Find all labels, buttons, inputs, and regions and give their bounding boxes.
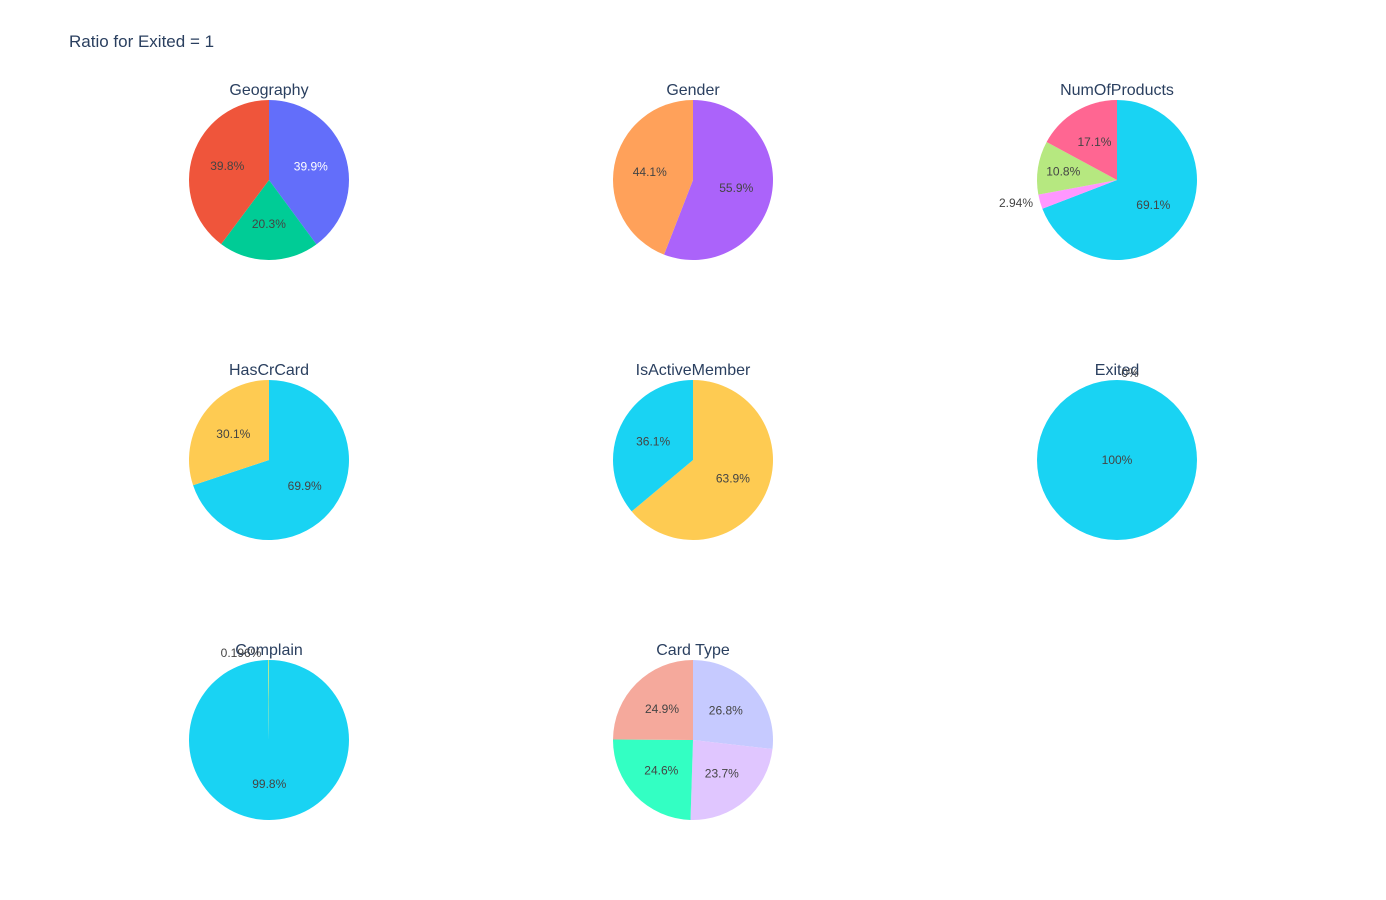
pie-title-gender: Gender xyxy=(666,82,720,99)
pie-slice-label: 99.8% xyxy=(252,777,286,791)
pie-slice-label: 30.1% xyxy=(216,427,250,441)
pie-title-numofproducts: NumOfProducts xyxy=(1060,82,1174,99)
pie-slice[interactable] xyxy=(1037,380,1197,540)
pie-slice-label: 100% xyxy=(1102,453,1133,467)
pie-slice[interactable] xyxy=(269,100,350,245)
pie-slice[interactable] xyxy=(188,660,349,820)
pie-slice[interactable] xyxy=(613,660,693,740)
pie-title-hascrcard: HasCrCard xyxy=(229,362,309,379)
pie-slice-label: 24.6% xyxy=(644,764,678,778)
pie-slice[interactable] xyxy=(188,380,269,486)
pie-slice[interactable] xyxy=(613,380,693,512)
pie-slice[interactable] xyxy=(693,660,774,750)
pie-slice-label: 36.1% xyxy=(636,434,670,448)
pie-slice-label: 0.196% xyxy=(221,646,262,660)
pie-slice-label: 0% xyxy=(1121,366,1139,380)
pie-slice[interactable] xyxy=(1046,100,1117,180)
pie-slice[interactable] xyxy=(631,380,774,540)
pie-slice-label: 69.1% xyxy=(1136,198,1170,212)
pie-slice-label: 26.8% xyxy=(709,704,743,718)
pie-chart-hascrcard: HasCrCard 69.9% 30.1% xyxy=(188,362,349,540)
figure-title: Ratio for Exited = 1 xyxy=(69,32,215,51)
pie-chart-complain: Complain 99.8% 0.196% xyxy=(188,642,349,820)
pie-slice-label: 24.9% xyxy=(645,702,679,716)
pie-slice-label: 39.9% xyxy=(294,159,328,173)
pie-title-geography: Geography xyxy=(229,82,308,99)
pie-slice-label: 20.3% xyxy=(252,217,286,231)
pie-slice[interactable] xyxy=(1042,100,1198,260)
pie-slice-label: 44.1% xyxy=(633,165,667,179)
pie-slice-label: 17.1% xyxy=(1077,135,1111,149)
pie-slice[interactable] xyxy=(268,660,269,740)
pie-title-complain: Complain xyxy=(235,642,303,659)
pie-slice[interactable] xyxy=(193,380,349,540)
pie-slice[interactable] xyxy=(188,100,269,245)
pie-slice[interactable] xyxy=(690,740,773,821)
pie-slice[interactable] xyxy=(1037,141,1117,195)
pie-chart-card-type: Card Type 26.8% 23.7% 24.6% 24.9% xyxy=(613,642,774,821)
pie-slice[interactable] xyxy=(612,100,693,255)
pie-title-exited: Exited xyxy=(1095,362,1139,379)
pie-chart-geography: Geography 39.9% 20.3% 39.8% xyxy=(188,82,350,261)
pie-slice-label: 2.94% xyxy=(999,196,1033,210)
pie-slice[interactable] xyxy=(1038,180,1117,209)
pie-title-isactivemember: IsActiveMember xyxy=(636,362,751,379)
pie-slice-label: 10.8% xyxy=(1046,165,1080,179)
pie-title-card-type: Card Type xyxy=(656,642,730,659)
pie-slice-label: 69.9% xyxy=(288,479,322,493)
pie-chart-gender: Gender 55.9% 44.1% xyxy=(612,82,773,260)
pie-slice[interactable] xyxy=(613,739,693,820)
pie-slice[interactable] xyxy=(664,100,773,260)
pie-slice-label: 39.8% xyxy=(210,159,244,173)
pie-slice[interactable] xyxy=(221,180,317,261)
pie-chart-numofproducts: NumOfProducts 69.1% 2.94% 10.8% 17.1% xyxy=(999,82,1198,260)
pie-slice-label: 23.7% xyxy=(705,766,739,780)
pie-chart-isactivemember: IsActiveMember 63.9% 36.1% xyxy=(613,362,774,540)
pie-slice-label: 55.9% xyxy=(719,181,753,195)
pie-slice-label: 63.9% xyxy=(716,472,750,486)
pie-chart-exited: Exited 100% 0% xyxy=(1037,362,1197,540)
